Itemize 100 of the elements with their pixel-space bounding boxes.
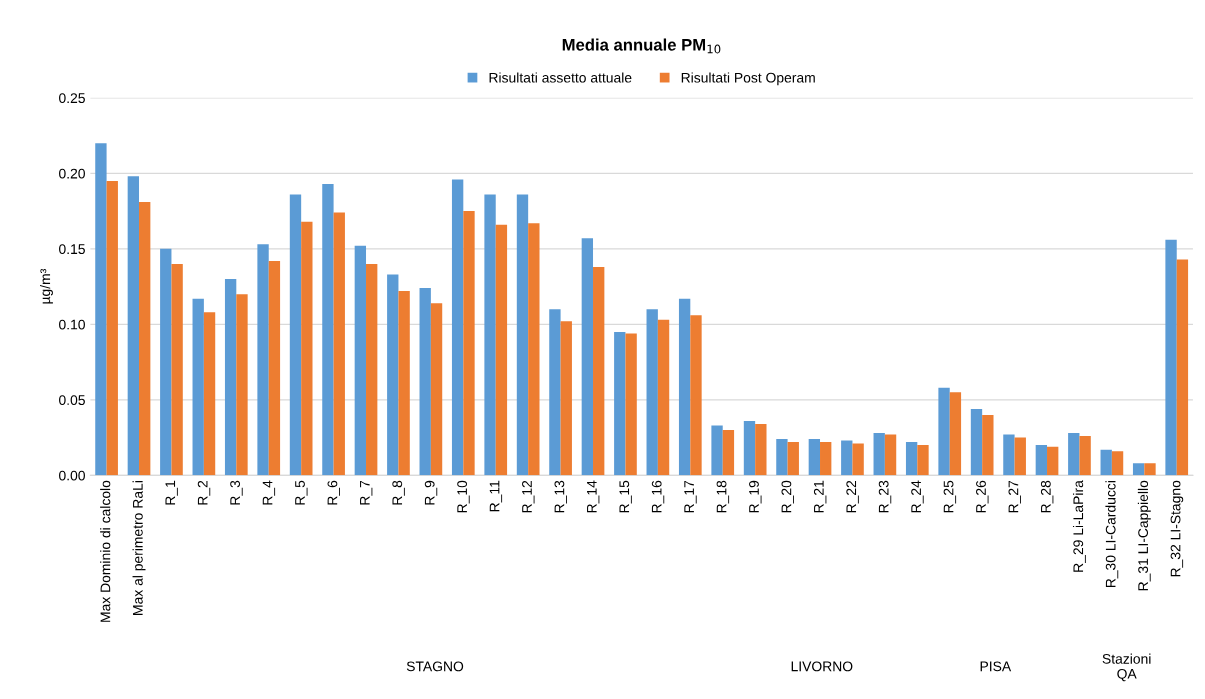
bar	[873, 433, 885, 476]
bar	[776, 439, 788, 476]
bar	[1079, 436, 1091, 476]
bar	[917, 445, 929, 476]
x-tick-label: R_7	[360, 480, 373, 505]
bar	[139, 202, 151, 476]
x-tick-label: R_5	[295, 480, 308, 505]
bar	[711, 425, 723, 476]
y-axis-title: µg/m³	[39, 268, 53, 304]
x-tick-label: R_21	[813, 480, 827, 513]
bar	[722, 430, 735, 476]
bar	[755, 423, 767, 476]
bar	[451, 179, 464, 476]
bar	[1068, 433, 1080, 476]
legend-label: Risultati Post Operam	[681, 72, 815, 86]
x-tick-label: R_18	[716, 480, 730, 513]
bar	[581, 238, 594, 476]
bar	[549, 309, 561, 476]
bar	[398, 291, 410, 476]
bar	[1111, 451, 1124, 476]
x-tick-label: R_24	[911, 480, 924, 513]
chart-title: Media annuale PM$_{10}$	[562, 38, 721, 54]
y-tick-label: 0.00	[59, 470, 85, 481]
bar	[106, 180, 118, 476]
bar	[982, 414, 994, 476]
x-tick-label: R_32 LI-Stagno	[1170, 480, 1184, 577]
x-tick-label: R_30 LI-Carducci	[1105, 481, 1119, 588]
x-tick-label: R_26	[976, 480, 989, 513]
bar	[841, 440, 853, 476]
bar	[301, 221, 313, 476]
x-tick-label: R_23	[878, 480, 892, 513]
bar	[1014, 437, 1026, 476]
x-tick-label: R_17	[684, 480, 697, 513]
bar	[949, 392, 962, 476]
bar	[160, 248, 172, 476]
x-tick-label: Max al perimetro RaLi	[132, 481, 146, 615]
x-tick-label: R_13	[554, 480, 567, 513]
bar	[884, 434, 897, 476]
bar	[1176, 259, 1189, 476]
x-tick-label: R_31 LI-Cappiello	[1137, 480, 1151, 591]
bar	[743, 420, 756, 476]
x-tick-label: R_19	[749, 480, 762, 513]
bar	[203, 312, 216, 476]
bar	[192, 298, 204, 476]
x-tick-label: R_3	[230, 480, 243, 505]
y-tick-label: 0.05	[59, 395, 85, 405]
bar	[354, 245, 367, 476]
text: Stazioni QA	[1102, 653, 1151, 682]
bar	[463, 211, 475, 476]
x-tick-label: R_14	[587, 480, 600, 513]
bar	[268, 260, 281, 476]
bar	[938, 387, 950, 476]
bar	[366, 263, 378, 476]
bar	[1035, 445, 1048, 476]
bar	[678, 298, 691, 476]
x-tick-label: R_11	[489, 480, 503, 512]
bar	[224, 279, 237, 476]
x-tick-label: R_28	[1040, 480, 1054, 513]
y-tick-label: 0.25	[59, 93, 85, 104]
bar	[852, 443, 864, 476]
text: LIVORNO	[791, 661, 853, 672]
bar	[387, 274, 399, 476]
x-tick-label: R_2	[197, 480, 211, 505]
bar	[1047, 446, 1059, 476]
bar	[419, 288, 431, 476]
bar	[289, 194, 302, 476]
text: PISA	[980, 661, 1012, 672]
x-tick-label: R_16	[651, 480, 665, 513]
x-tick-label: R_20	[781, 480, 794, 513]
bar	[593, 266, 605, 476]
x-tick-label: R_29 Li-LaPira	[1072, 480, 1086, 572]
bar	[1144, 463, 1156, 476]
bar	[516, 194, 529, 476]
bar	[1132, 463, 1145, 476]
y-tick-label: 0.15	[59, 244, 85, 255]
x-tick-label: R_6	[327, 480, 340, 505]
bar	[236, 294, 248, 476]
bar	[430, 303, 443, 476]
bar	[171, 263, 183, 476]
bar	[808, 439, 821, 476]
x-tick-label: R_10	[457, 480, 470, 513]
bar	[625, 333, 637, 476]
bar	[127, 176, 140, 476]
bar	[1003, 434, 1015, 476]
bar	[905, 442, 918, 476]
bar	[495, 224, 508, 476]
bar	[690, 315, 702, 476]
bar	[614, 331, 626, 476]
y-tick-label: 0.20	[59, 168, 85, 179]
x-tick-label: R_22	[846, 480, 859, 513]
y-tick-label: 0.10	[59, 319, 85, 330]
x-tick-label: R_25	[943, 480, 957, 513]
bar	[528, 223, 540, 476]
bar	[646, 309, 658, 476]
bar	[95, 143, 107, 476]
bar	[257, 244, 269, 476]
bar	[970, 408, 983, 476]
x-tick-label: R_1	[165, 480, 178, 505]
bar	[1100, 449, 1112, 476]
bar	[787, 442, 799, 476]
